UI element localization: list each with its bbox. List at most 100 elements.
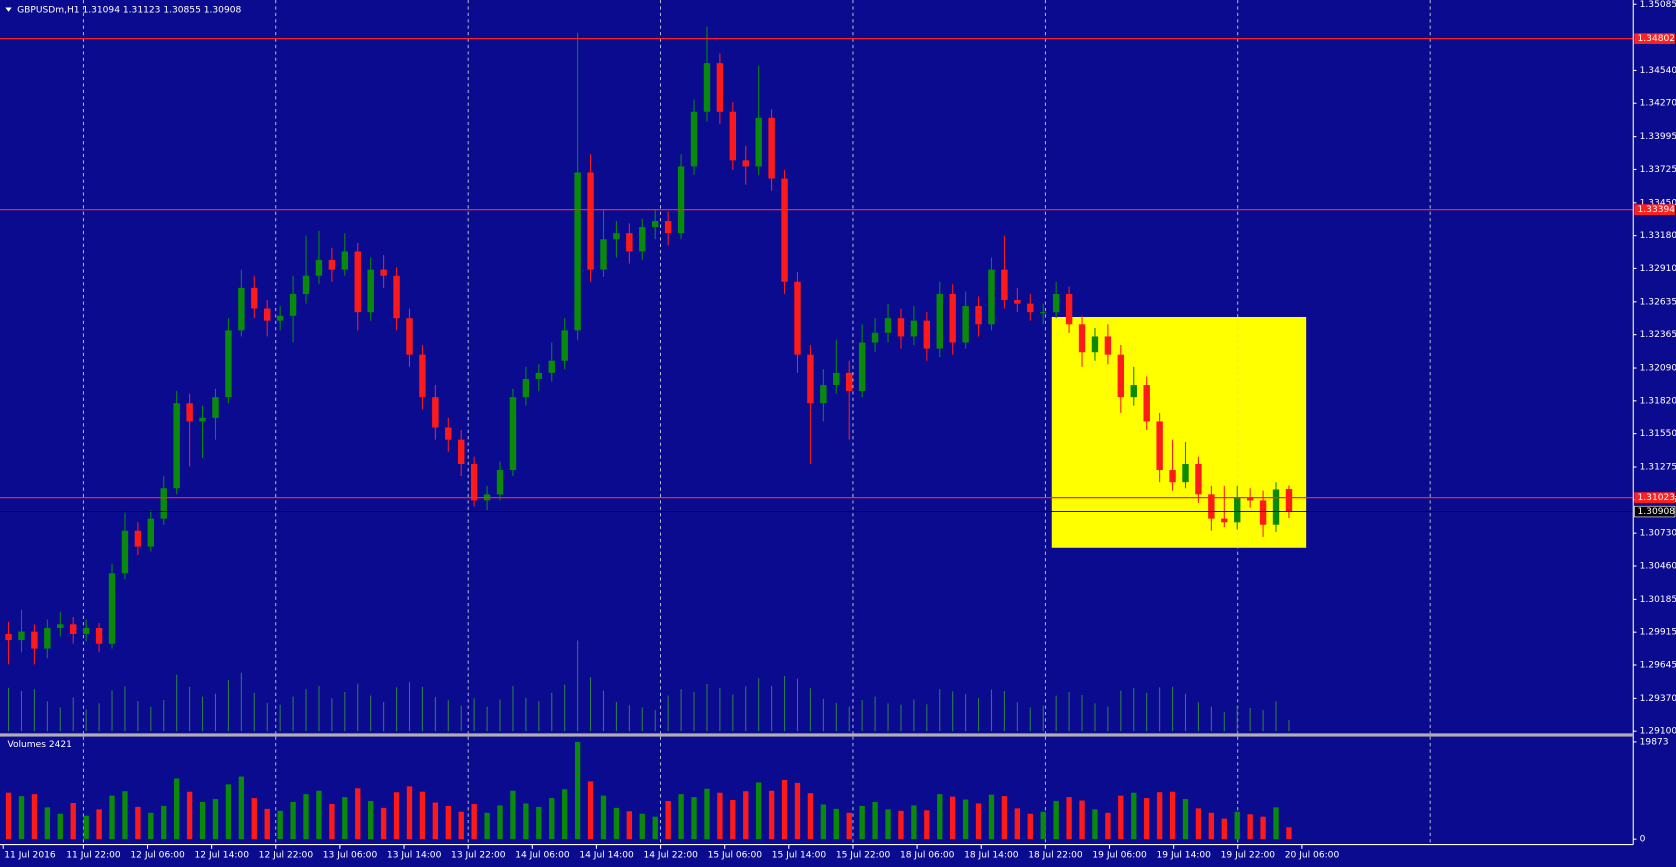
volume-bar [380, 807, 387, 840]
volume-bar [445, 805, 451, 840]
x-tick-label: 13 Jul 06:00 [323, 851, 378, 861]
candle-body [807, 354, 814, 404]
volume-bar [18, 796, 25, 840]
candle-body [871, 332, 879, 343]
candle-body [1195, 463, 1202, 495]
candle-body [341, 251, 349, 270]
volume-bar [665, 801, 671, 840]
volume-bar [975, 803, 982, 840]
volume-bar [833, 808, 839, 840]
volume-bar [1092, 809, 1098, 840]
y-tick-label: 1.29370 [1640, 694, 1676, 704]
candle-body [949, 293, 956, 343]
volume-bar [1053, 801, 1059, 840]
volume-bar [70, 802, 76, 840]
candle-body [587, 172, 594, 270]
candle-body [432, 397, 439, 428]
volume-bar [1221, 818, 1227, 840]
volume-bar [1144, 798, 1150, 840]
volume-bar [562, 789, 568, 840]
candle-body [1234, 497, 1241, 523]
candle-body [302, 275, 310, 294]
y-tick-label: 1.33995 [1640, 132, 1676, 142]
candle-body [44, 627, 51, 649]
y-tick-label: 1.31550 [1640, 429, 1676, 439]
candle-body [18, 631, 25, 641]
volume-bar [1169, 791, 1176, 840]
menu-icon[interactable] [5, 7, 12, 12]
x-tick-label: 11 Jul 22:00 [66, 851, 121, 861]
candle-body [833, 372, 840, 386]
volume-bar [342, 797, 348, 840]
candle-body [897, 318, 905, 337]
volume-bar [937, 794, 943, 840]
candle-body [354, 251, 361, 313]
candle-body [419, 354, 426, 398]
candle-body [1014, 300, 1021, 304]
volume-bar [238, 776, 245, 840]
candle-body [1182, 463, 1189, 483]
volume-current: 2421 [49, 740, 72, 750]
level-label: 1.31023 [1638, 493, 1676, 503]
volume-bar [406, 786, 413, 840]
candle-body [1156, 421, 1163, 471]
candle-body [328, 259, 336, 270]
y-tick-label: 1.31820 [1640, 396, 1676, 406]
candle-body [820, 385, 827, 404]
candle-body [406, 318, 413, 355]
y-tick-label: 1.33450 [1640, 198, 1676, 208]
candle-layer [5, 26, 1293, 840]
candle-body [975, 306, 982, 325]
box-layer [1051, 317, 1307, 548]
candle-body [923, 320, 931, 349]
symbol: GBPUSDm,H1 [17, 5, 79, 15]
candle-body [1208, 494, 1215, 519]
volume-bar [743, 791, 749, 840]
volume-bar [859, 805, 865, 840]
level-label-bg [1634, 33, 1675, 44]
candle-body [1065, 293, 1073, 325]
candle-body [910, 320, 918, 337]
volume-bar [1182, 799, 1189, 840]
volume-bar [704, 788, 710, 840]
volume-bar [768, 790, 775, 840]
candle-body [781, 178, 788, 282]
low: 1.30855 [163, 5, 201, 15]
x-tick-label: 12 Jul 06:00 [130, 851, 185, 861]
volume-bar [587, 781, 594, 840]
volume-bar [1286, 827, 1292, 840]
volume-bar [122, 791, 128, 840]
candle-body [1091, 336, 1099, 353]
volume-bar [536, 806, 542, 840]
close: 1.30908 [204, 5, 242, 15]
candle-body [1104, 336, 1112, 355]
x-tick-label: 12 Jul 14:00 [195, 851, 250, 861]
volume-bar [678, 794, 684, 840]
candle-body [768, 117, 775, 179]
candle-body [690, 111, 698, 167]
x-tick-label: 19 Jul 06:00 [1092, 851, 1147, 861]
x-tick-label: 14 Jul 14:00 [579, 851, 634, 861]
y-tick-label: 1.32910 [1640, 264, 1676, 274]
x-tick-label: 11 Jul 2016 [4, 851, 56, 861]
x-tick-label: 14 Jul 22:00 [643, 851, 698, 861]
candle-body [199, 417, 206, 422]
volume-bar [911, 805, 917, 840]
volume-bar [96, 809, 102, 840]
candle-body [846, 372, 853, 392]
volume-bar [1027, 813, 1033, 840]
candle-body [884, 318, 892, 333]
volume-header: Volumes 2421 [7, 740, 71, 750]
volume-bar [613, 807, 620, 840]
volume-bar [872, 802, 878, 840]
volume-bar [264, 808, 270, 840]
candle-body [458, 439, 465, 464]
volume-bar [44, 807, 51, 840]
x-tick-label: 14 Jul 06:00 [515, 851, 570, 861]
candle-body [561, 330, 568, 361]
volume-bar [1001, 796, 1008, 840]
volume-bar [1260, 816, 1266, 840]
volume-bar [1234, 811, 1240, 840]
